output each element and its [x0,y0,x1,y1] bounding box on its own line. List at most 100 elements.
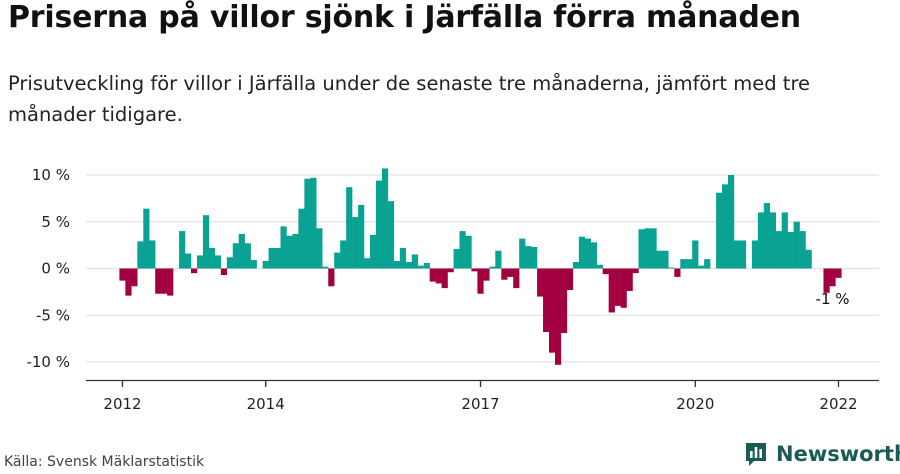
bar[interactable] [370,234,377,269]
bar[interactable] [322,266,329,269]
bar[interactable] [310,177,317,269]
bar[interactable] [358,204,365,269]
bar[interactable] [214,255,222,269]
bar[interactable] [519,238,526,269]
bar[interactable] [262,261,269,269]
bar[interactable] [191,268,198,274]
bar[interactable] [155,268,162,294]
bar[interactable] [728,175,735,269]
bar[interactable] [161,268,168,294]
bar[interactable] [137,241,144,269]
bar[interactable] [739,240,747,269]
bar[interactable] [417,265,424,269]
bar[interactable] [692,240,699,269]
bar[interactable] [131,268,138,287]
bar[interactable] [489,266,496,269]
bar[interactable] [531,247,538,269]
bar[interactable] [638,229,645,269]
bar[interactable] [608,268,615,313]
bar[interactable] [572,261,580,269]
bar[interactable] [656,250,663,269]
bar[interactable] [590,242,597,269]
bar[interactable] [549,268,556,353]
bar[interactable] [578,236,586,269]
bar[interactable] [584,238,591,269]
bar[interactable] [835,268,842,278]
bar[interactable] [698,265,705,269]
bar[interactable] [268,247,275,269]
bar[interactable] [423,262,430,269]
bar[interactable] [680,259,687,269]
bar[interactable] [393,261,401,269]
bar[interactable] [179,231,186,269]
bar[interactable] [686,259,693,269]
bar[interactable] [554,268,562,365]
bar[interactable] [704,259,711,269]
bar[interactable] [286,235,293,269]
bar[interactable] [316,228,323,269]
bar[interactable] [668,267,675,269]
bar[interactable] [441,268,448,289]
bar[interactable] [238,233,245,269]
bar[interactable] [375,180,383,269]
bar[interactable] [495,250,502,269]
bar[interactable] [143,208,150,269]
bar[interactable] [644,228,651,269]
bar[interactable] [352,217,359,269]
bar[interactable] [602,268,609,275]
bar[interactable] [196,255,204,269]
bar[interactable] [620,268,627,308]
bar[interactable] [334,252,341,269]
bar[interactable] [340,240,347,269]
bar[interactable] [125,268,132,296]
bar[interactable] [292,233,299,269]
bar[interactable] [781,212,788,269]
bar[interactable] [566,268,574,291]
bar[interactable] [787,232,794,269]
brand-logo[interactable]: Newsworthy [744,441,900,467]
bar[interactable] [823,268,830,293]
bar[interactable] [560,268,568,334]
bar[interactable] [543,268,550,333]
bar[interactable] [185,253,192,269]
bar[interactable] [674,268,681,277]
bar[interactable] [716,192,723,269]
bar[interactable] [757,212,765,269]
bar[interactable] [447,268,454,273]
bar[interactable] [405,261,412,269]
bar[interactable] [149,240,156,269]
bar[interactable] [220,268,228,276]
bar[interactable] [769,212,776,269]
bar[interactable] [226,257,233,269]
bar[interactable] [763,203,770,269]
bar[interactable] [507,268,514,277]
bar[interactable] [501,268,508,280]
bar[interactable] [471,268,478,272]
bar[interactable] [614,268,621,306]
bar[interactable] [662,250,669,269]
bar[interactable] [304,178,311,269]
bar[interactable] [250,260,257,269]
bar[interactable] [429,268,436,282]
bar[interactable] [793,221,800,269]
bar[interactable] [399,247,407,269]
bar[interactable] [453,248,460,269]
bar[interactable] [232,243,239,269]
bar[interactable] [525,246,532,269]
bar[interactable] [775,231,782,269]
bar[interactable] [202,215,210,269]
bar[interactable] [387,201,395,269]
bar[interactable] [328,268,335,287]
bar[interactable] [829,268,836,287]
bar[interactable] [435,268,442,284]
bar[interactable] [280,226,287,269]
bar[interactable] [650,228,657,269]
bar[interactable] [537,268,544,297]
bar[interactable] [411,254,418,269]
bar[interactable] [513,268,520,289]
bar[interactable] [465,235,472,269]
bar[interactable] [119,268,126,281]
bar[interactable] [596,264,603,269]
bar[interactable] [459,231,466,269]
bar[interactable] [799,231,806,269]
